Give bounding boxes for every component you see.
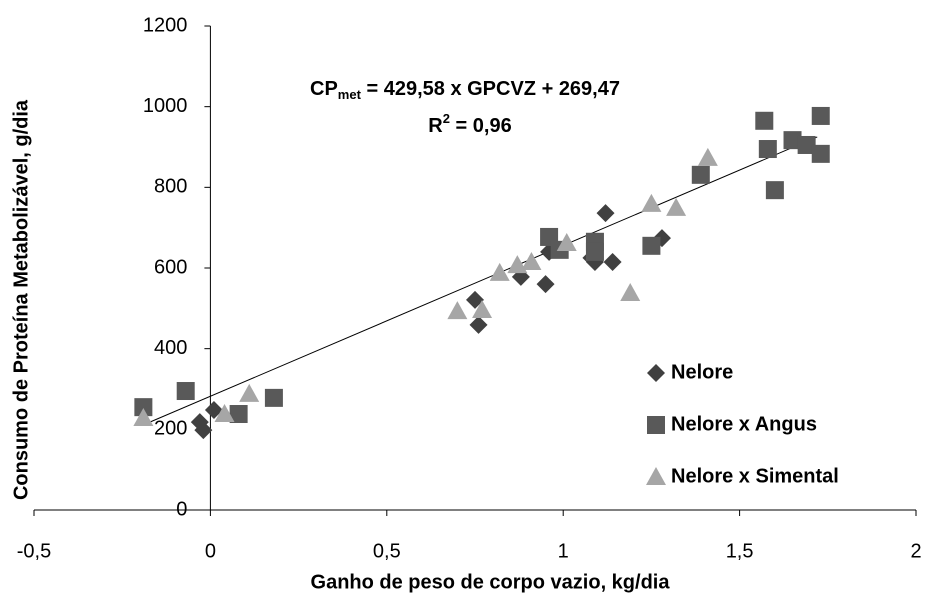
point [214, 404, 235, 423]
point [585, 242, 604, 261]
point [603, 252, 622, 271]
y-tick-label: 600 [154, 256, 187, 278]
r-squared: R2 = 0,96 [428, 111, 511, 137]
point [556, 232, 577, 251]
r-squared-sup: 2 [443, 111, 450, 126]
point [691, 165, 710, 184]
y-tick-label: 200 [154, 418, 187, 440]
equation-rhs: = 429,58 x GPCVZ + 269,47 [361, 78, 620, 100]
r-squared-rhs: = 0,96 [450, 115, 512, 137]
point [758, 140, 777, 159]
point [783, 131, 802, 150]
legend-label: Nelore x Simental [671, 465, 839, 487]
legend-marker [647, 364, 665, 382]
point [204, 400, 223, 419]
point [797, 135, 816, 154]
y-tick-label: 1000 [143, 95, 188, 117]
point [765, 181, 784, 200]
x-tick-label: 0 [205, 540, 216, 562]
point [133, 408, 154, 427]
x-tick-label: 2 [910, 540, 921, 562]
point [134, 398, 153, 417]
x-tick-label: 1,5 [726, 540, 754, 562]
y-tick-label: 0 [176, 498, 187, 520]
point [466, 290, 484, 309]
legend-label: Nelore [671, 361, 733, 383]
equation: CPmet = 429,58 x GPCVZ + 269,47 [310, 78, 620, 102]
point [469, 315, 488, 334]
point [507, 255, 528, 274]
trendline [143, 136, 818, 426]
point [521, 251, 542, 270]
point [190, 413, 209, 432]
y-tick-label: 1200 [143, 14, 188, 36]
point [811, 144, 830, 163]
x-axis-title: Ganho de peso de corpo vazio, kg/dia [311, 571, 671, 593]
point [811, 106, 830, 125]
point [239, 383, 260, 402]
x-tick-label: -0,5 [17, 540, 51, 562]
legend-label: Nelore x Angus [671, 413, 817, 435]
x-tick-label: 1 [558, 540, 569, 562]
point [642, 236, 661, 255]
point [596, 204, 615, 223]
point [472, 299, 493, 318]
r-squared-lhs: R [428, 115, 443, 137]
point [536, 275, 555, 294]
point [697, 147, 718, 166]
point [489, 262, 510, 281]
point [641, 193, 662, 212]
x-tick-label: 0,5 [373, 540, 401, 562]
y-axis-title: Consumo de Proteína Metabolizável, g/dia [10, 99, 32, 500]
point [229, 405, 248, 424]
equation-sub: met [338, 87, 362, 102]
point [666, 197, 687, 216]
y-tick-label: 400 [154, 337, 187, 359]
point [755, 111, 774, 130]
legend-marker [646, 467, 666, 485]
y-tick-label: 800 [154, 176, 187, 198]
legend-marker [647, 416, 665, 434]
point [264, 388, 283, 407]
point [176, 382, 195, 401]
point [620, 283, 641, 302]
point [447, 301, 468, 320]
equation-lhs: CP [310, 78, 338, 100]
